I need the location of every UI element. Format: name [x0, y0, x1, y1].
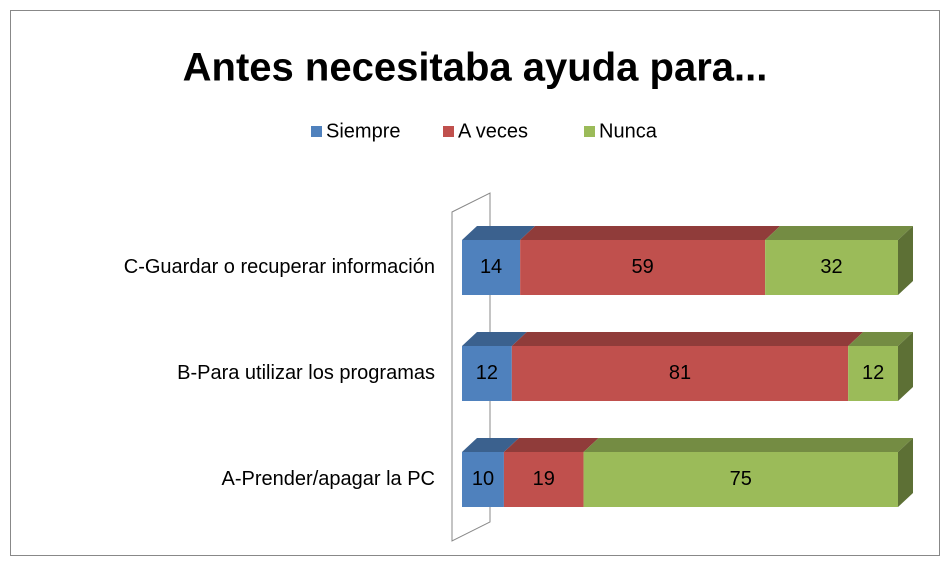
bar-side	[898, 438, 913, 507]
bar-top	[462, 438, 519, 452]
category-label: C-Guardar o recuperar información	[124, 256, 435, 278]
legend-label: A veces	[458, 120, 528, 142]
legend-label: Siempre	[326, 120, 400, 142]
data-label: 75	[730, 468, 752, 490]
data-label: 10	[472, 468, 494, 490]
legend-swatch	[443, 126, 454, 137]
data-label: 12	[476, 362, 498, 384]
chart-title: Antes necesitaba ayuda para...	[183, 46, 768, 90]
bar	[503, 452, 584, 507]
legend-swatch	[311, 126, 322, 137]
bar	[848, 346, 898, 401]
legend-swatch	[584, 126, 595, 137]
bar	[462, 240, 521, 295]
legend-label: Nunca	[599, 120, 658, 142]
bar-top	[520, 226, 781, 240]
bar-top	[583, 438, 913, 452]
bar-top	[462, 332, 527, 346]
category-label: B-Para utilizar los programas	[177, 362, 435, 384]
bar-top	[462, 226, 536, 240]
bar	[462, 452, 504, 507]
bar-side	[898, 332, 913, 401]
data-label: 14	[480, 256, 502, 278]
bar-top	[503, 438, 599, 452]
category-label: A-Prender/apagar la PC	[222, 468, 435, 490]
bar	[511, 346, 849, 401]
bar-side	[898, 226, 913, 295]
data-label: 81	[669, 362, 691, 384]
bar-top	[511, 332, 864, 346]
bar	[520, 240, 766, 295]
bar	[462, 346, 512, 401]
back-wall	[451, 192, 491, 542]
bar	[765, 240, 898, 295]
data-label: 12	[862, 362, 884, 384]
data-label: 19	[533, 468, 555, 490]
bar	[583, 452, 898, 507]
bar-top	[765, 226, 913, 240]
data-label: 32	[820, 256, 842, 278]
bar-top	[848, 332, 913, 346]
data-label: 59	[632, 256, 654, 278]
